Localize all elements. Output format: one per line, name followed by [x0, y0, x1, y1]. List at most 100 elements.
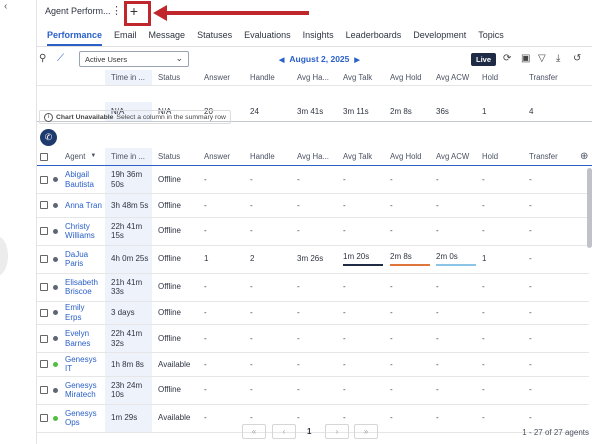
- table-row[interactable]: Genesys Ops 1m 29s Available - - - - - - - -: [37, 404, 589, 433]
- save-icon[interactable]: ▣: [521, 53, 531, 64]
- summary-status[interactable]: N/A: [158, 106, 172, 116]
- row-checkbox[interactable]: [40, 377, 48, 404]
- collapse-arrow-icon[interactable]: ‹: [4, 1, 8, 12]
- col-avg-talk[interactable]: Avg Talk: [343, 72, 373, 82]
- table-row[interactable]: Christy Williams 22h 41m 15s Offline - - - - - -…: [37, 217, 589, 246]
- table-row[interactable]: Anna Tran 3h 48m 5s Offline - - - - - - - -: [37, 194, 589, 218]
- summary-avg-hold[interactable]: 2m 8s: [390, 106, 412, 116]
- col-time-in[interactable]: Time in ...: [105, 148, 152, 165]
- filter-icon[interactable]: ▽: [538, 53, 546, 64]
- col-avg-handle[interactable]: Avg Ha...: [297, 151, 329, 161]
- row-checkbox[interactable]: [40, 274, 48, 301]
- add-tab-button[interactable]: +: [129, 3, 139, 19]
- select-all-checkbox[interactable]: [40, 148, 48, 165]
- tab-development[interactable]: Development: [413, 30, 467, 40]
- tab-statuses[interactable]: Statuses: [197, 30, 233, 40]
- agent-name-link[interactable]: Anna Tran: [65, 200, 102, 210]
- cell-value: -: [343, 413, 346, 423]
- col-status[interactable]: Status: [158, 72, 181, 82]
- undo-icon[interactable]: ↺: [573, 53, 582, 64]
- agent-name-link[interactable]: Emily Erps: [65, 303, 85, 322]
- col-answer[interactable]: Answer: [204, 72, 230, 82]
- col-handle[interactable]: Handle: [250, 151, 275, 161]
- row-checkbox[interactable]: [40, 405, 48, 432]
- agent-name-link[interactable]: Christy Williams: [65, 221, 95, 241]
- download-icon[interactable]: ⤓: [556, 53, 561, 64]
- col-avg-hold[interactable]: Avg Hold: [390, 151, 422, 161]
- agent-name-link[interactable]: Abigail Bautista: [65, 170, 94, 189]
- date-label[interactable]: August 2, 2025: [289, 54, 350, 64]
- col-transfer[interactable]: Transfer: [529, 151, 558, 161]
- row-checkbox[interactable]: [40, 325, 48, 352]
- table-row[interactable]: Genesys Miratech 23h 24m 10s Offline - - - - - -…: [37, 376, 589, 405]
- tab-leaderboards[interactable]: Leaderboards: [345, 30, 402, 40]
- col-avg-handle[interactable]: Avg Ha...: [297, 72, 329, 82]
- tab-agent-performance[interactable]: Agent Perform...: [45, 6, 111, 16]
- next-date-icon[interactable]: ▶: [354, 57, 360, 64]
- agent-name-link[interactable]: Genesys IT: [65, 354, 97, 374]
- live-badge[interactable]: Live: [471, 53, 497, 66]
- phone-icon[interactable]: ✆: [40, 129, 57, 146]
- summary-avg-handle[interactable]: 3m 41s: [297, 106, 324, 116]
- row-checkbox[interactable]: [40, 302, 48, 325]
- summary-avg-talk[interactable]: 3m 11s: [343, 106, 369, 116]
- summary-transfer[interactable]: 4: [529, 106, 534, 116]
- tab-performance[interactable]: Performance: [47, 30, 103, 46]
- col-avg-talk[interactable]: Avg Talk: [343, 151, 373, 161]
- col-avg-acw[interactable]: Avg ACW: [436, 151, 470, 161]
- search-icon[interactable]: ⚲: [39, 53, 47, 64]
- col-avg-hold[interactable]: Avg Hold: [390, 72, 422, 82]
- user-filter-select[interactable]: Active Users ⌄: [79, 51, 189, 67]
- current-page[interactable]: 1: [307, 427, 312, 436]
- agent-name-link[interactable]: Elisabeth Briscoe: [65, 277, 98, 297]
- row-checkbox[interactable]: [40, 353, 48, 376]
- summary-answer[interactable]: 20: [204, 106, 213, 116]
- performance-workspace: Agent Perform... ⋮ + Performance Email Mes…: [36, 0, 592, 444]
- col-avg-acw[interactable]: Avg ACW: [436, 72, 470, 82]
- summary-handle[interactable]: 24: [250, 106, 259, 116]
- first-page-button[interactable]: «: [242, 424, 266, 439]
- tab-email[interactable]: Email: [114, 30, 137, 40]
- refresh-icon[interactable]: ⟳: [503, 53, 512, 64]
- table-row[interactable]: Evelyn Barnes 22h 41m 32s Offline - - - - - - - -: [37, 325, 589, 353]
- agent-name-link[interactable]: Genesys Ops: [65, 408, 97, 428]
- summary-time-in[interactable]: N/A: [105, 102, 152, 121]
- col-transfer[interactable]: Transfer: [529, 72, 558, 82]
- summary-hold[interactable]: 1: [482, 106, 487, 116]
- row-checkbox[interactable]: [40, 218, 48, 245]
- agent-name-link[interactable]: Evelyn Barnes: [65, 329, 91, 348]
- table-row[interactable]: DaJua Paris 4h 0m 25s Offline 1 2 3m 26s 1m 20…: [37, 245, 589, 274]
- next-page-button[interactable]: ›: [325, 424, 349, 439]
- cell-time-in: 3 days: [105, 301, 152, 324]
- tab-insights[interactable]: Insights: [302, 30, 334, 40]
- prev-date-icon[interactable]: ◀: [279, 57, 285, 64]
- tab-message[interactable]: Message: [148, 30, 186, 40]
- agent-name-link[interactable]: DaJua Paris: [65, 249, 89, 269]
- tab-topics[interactable]: Topics: [478, 30, 504, 40]
- table-scrollbar[interactable]: [587, 168, 592, 248]
- table-row[interactable]: Genesys IT 1h 8m 8s Available - - - - - - - -: [37, 353, 589, 377]
- table-row[interactable]: Emily Erps 3 days Offline - - - - - - - -: [37, 301, 589, 325]
- col-status[interactable]: Status: [158, 151, 181, 161]
- col-time-in[interactable]: Time in ...: [105, 70, 152, 85]
- table-row[interactable]: Elisabeth Briscoe 21h 41m 33s Offline - - - - -…: [37, 273, 589, 302]
- chart-icon[interactable]: ⟋: [57, 53, 64, 64]
- tab-menu-icon[interactable]: ⋮: [111, 5, 122, 17]
- col-hold[interactable]: Hold: [482, 72, 499, 82]
- cell-value: -: [297, 282, 300, 292]
- last-page-button[interactable]: »: [354, 424, 378, 439]
- row-checkbox[interactable]: [40, 194, 48, 217]
- row-checkbox[interactable]: [40, 246, 48, 273]
- table-row[interactable]: Abigail Bautista 19h 36m 50s Offline - - - - - -…: [37, 166, 589, 194]
- col-handle[interactable]: Handle: [250, 72, 275, 82]
- notice-text: Select a column in the summary row: [116, 113, 226, 121]
- agent-name-link[interactable]: Genesys Miratech: [65, 380, 97, 400]
- col-agent[interactable]: Agent ▼: [65, 148, 96, 165]
- tab-evaluations[interactable]: Evaluations: [244, 30, 291, 40]
- summary-avg-acw[interactable]: 36s: [436, 106, 449, 116]
- col-hold[interactable]: Hold: [482, 151, 499, 161]
- prev-page-button[interactable]: ‹: [272, 424, 296, 439]
- col-answer[interactable]: Answer: [204, 151, 230, 161]
- row-checkbox[interactable]: [40, 166, 48, 193]
- add-column-icon[interactable]: ⊕: [580, 150, 589, 162]
